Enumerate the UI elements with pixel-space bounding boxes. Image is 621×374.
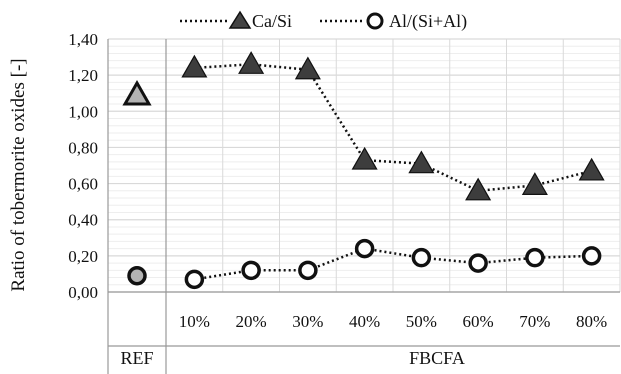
fbcfa-group-label: FBCFA [409, 348, 465, 368]
ca-si-point [238, 51, 265, 74]
x-tick-label: 10% [179, 312, 210, 331]
y-tick-label: 0,40 [68, 211, 98, 230]
series-line-ca-si [194, 63, 592, 193]
ca-si-point [294, 56, 321, 80]
legend-al-label: Al/(Si+Al) [389, 11, 467, 32]
y-axis-title: Ratio of tobermorite oxides [-] [8, 58, 29, 291]
y-tick-label: 1,20 [68, 66, 98, 85]
ref-al-si-al-point [127, 265, 147, 286]
y-tick-label: 1,00 [68, 102, 98, 121]
y-tick-label: 0,80 [68, 138, 98, 157]
ca-si-point [351, 146, 378, 170]
ref-group-label: REF [120, 348, 153, 368]
legend: Ca/Si Al/(Si+Al) [180, 10, 467, 32]
x-tick-labels: 10% 20% 30% 40% 50% 60% 70% 80% [179, 312, 607, 331]
al-si-al-point [468, 253, 488, 273]
al-si-al-point [298, 260, 318, 281]
x-tick-label: 60% [463, 312, 494, 331]
legend-ca-si-label: Ca/Si [252, 11, 292, 31]
al-si-al-point [354, 238, 375, 259]
ca-si-point [578, 157, 605, 181]
x-tick-label: 40% [349, 312, 380, 331]
ca-si-point [408, 150, 435, 174]
legend-al-marker [366, 12, 384, 30]
plot-frame [107, 39, 620, 374]
ca-si-point [181, 54, 208, 78]
al-si-al-point [525, 247, 545, 268]
y-tick-labels: 0,00 0,20 0,40 0,60 0,80 1,00 1,20 1,40 [68, 30, 98, 302]
al-si-al-point [581, 246, 602, 266]
x-tick-label: 20% [236, 312, 267, 331]
x-tick-label: 70% [519, 312, 550, 331]
x-tick-label: 50% [406, 312, 437, 331]
ref-ca-si-point [122, 79, 152, 106]
y-tick-label: 0,60 [68, 175, 98, 194]
y-tick-label: 0,20 [68, 247, 98, 266]
series-markers [122, 51, 605, 290]
y-tick-label: 0,00 [68, 283, 98, 302]
x-tick-label: 30% [292, 312, 323, 331]
legend-ca-si-marker [228, 10, 252, 29]
al-si-al-point [184, 269, 205, 290]
ca-si-point [521, 172, 548, 195]
al-si-al-point [411, 247, 432, 268]
ca-si-point [465, 177, 492, 201]
x-tick-label: 80% [576, 312, 607, 331]
al-si-al-point [241, 260, 261, 281]
y-tick-label: 1,40 [68, 30, 98, 49]
